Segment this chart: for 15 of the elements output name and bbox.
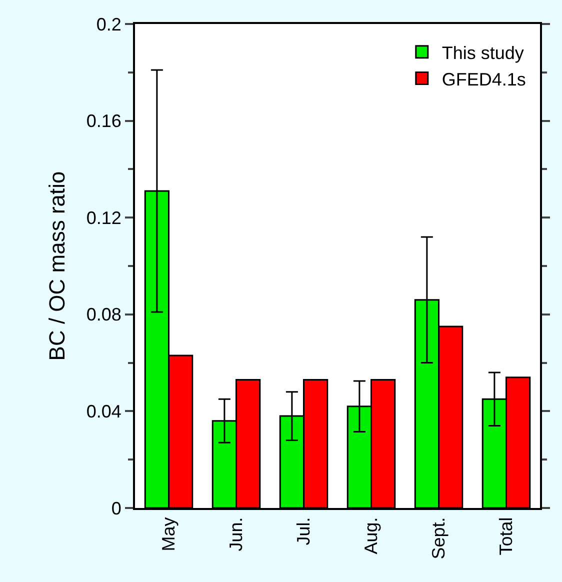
x-tick-label: May bbox=[158, 517, 179, 552]
legend-label: This study bbox=[442, 42, 524, 63]
x-tick-label: Jul. bbox=[294, 517, 314, 546]
y-tick-label: 0 bbox=[111, 498, 122, 518]
legend-label: GFED4.1s bbox=[442, 69, 526, 90]
y-tick-label: 0.12 bbox=[86, 208, 122, 228]
y-tick-label: 0.16 bbox=[86, 111, 122, 132]
y-tick-label: 0.2 bbox=[96, 14, 122, 34]
x-tick-label: Total bbox=[496, 517, 516, 556]
x-tick-label: Sept. bbox=[428, 517, 449, 560]
y-axis-title: BC / OC mass ratio bbox=[44, 171, 70, 361]
y-tick-label: 0.04 bbox=[86, 402, 122, 422]
y-tick-label: 0.08 bbox=[86, 304, 122, 325]
x-tick-label: Aug. bbox=[361, 517, 382, 554]
x-tick-label: Jun. bbox=[226, 517, 246, 552]
